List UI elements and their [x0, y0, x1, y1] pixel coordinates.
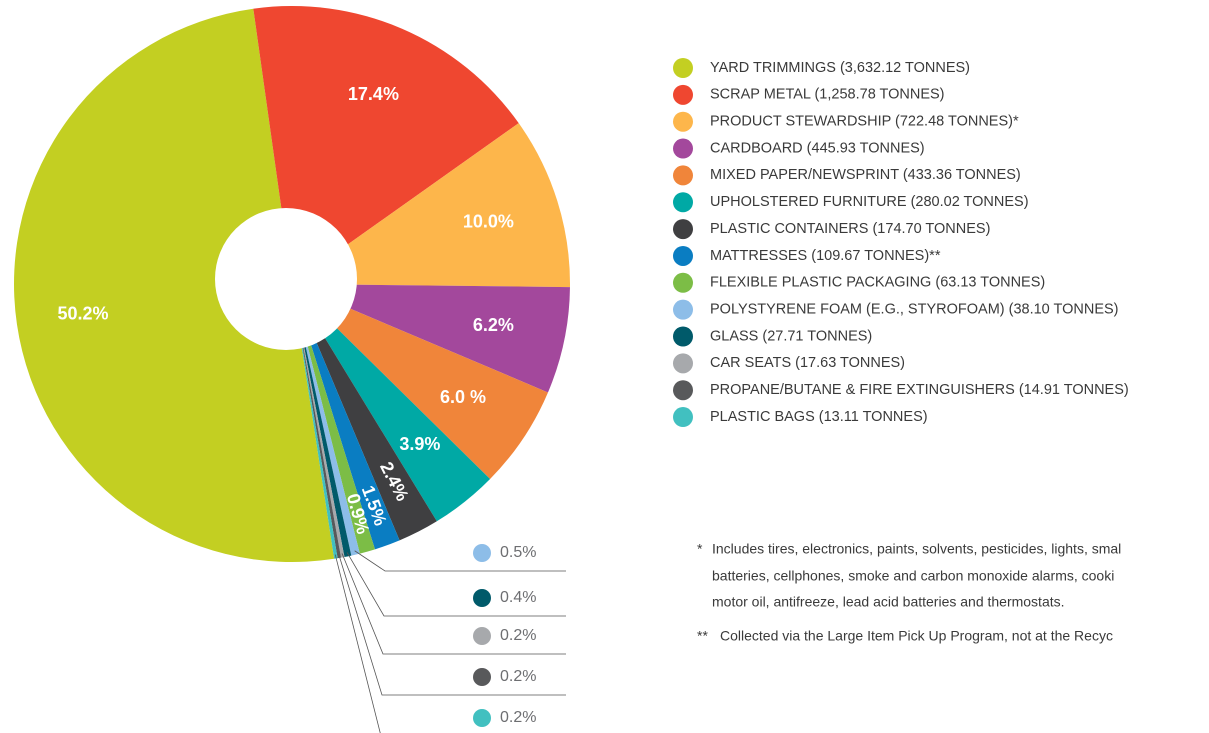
- footnote-text: Collected via the Large Item Pick Up Pro…: [720, 628, 1113, 644]
- legend-swatch: [673, 111, 693, 132]
- donut-hole: [215, 208, 357, 350]
- pie-slice: [292, 284, 491, 522]
- callout-line: [346, 552, 566, 617]
- footnote-marker: *: [697, 541, 703, 557]
- slice-label: 6.0 %: [440, 387, 486, 407]
- legend-label: SCRAP METAL (1,258.78 TONNES): [710, 87, 945, 103]
- callout-label: 0.4%: [500, 589, 536, 606]
- pie-slice: [292, 123, 570, 288]
- legend-label: MATTRESSES (109.67 TONNES)**: [710, 248, 941, 264]
- legend-label: PLASTIC BAGS (13.11 TONNES): [710, 409, 928, 425]
- pie-slice: [292, 284, 548, 480]
- pie-slice: [292, 284, 375, 554]
- footnote-text: motor oil, antifreeze, lead acid batteri…: [712, 594, 1065, 610]
- footnote-marker: **: [697, 628, 708, 644]
- pie-slice: [292, 284, 360, 556]
- legend-label: PROPANE/BUTANE & FIRE EXTINGUISHERS (14.…: [710, 382, 1129, 398]
- pie-slice: [292, 284, 342, 559]
- legend-label: YARD TRIMMINGS (3,632.12 TONNES): [710, 60, 970, 76]
- legend-swatch: [673, 326, 693, 347]
- pie: [14, 5, 570, 562]
- callout-line: [338, 553, 566, 696]
- callout-dot: [473, 544, 491, 562]
- pie-slice: [292, 284, 437, 541]
- callout-dot: [473, 709, 491, 727]
- callout-line: [341, 553, 566, 655]
- legend-swatch: [673, 353, 693, 374]
- pie-slice: [292, 284, 345, 558]
- callout-dot: [473, 668, 491, 686]
- legend-swatch: [673, 138, 693, 159]
- slice-label: 6.2%: [473, 315, 514, 335]
- legend-label: CARDBOARD (445.93 TONNES): [710, 140, 925, 156]
- legend-swatch: [673, 272, 693, 293]
- callout-label: 0.2%: [500, 668, 536, 685]
- legend-label: FLEXIBLE PLASTIC PACKAGING (63.13 TONNES…: [710, 275, 1045, 291]
- footnote-text: batteries, cellphones, smoke and carbon …: [712, 568, 1114, 584]
- callout-line: [354, 550, 566, 572]
- legend-label: CAR SEATS (17.63 TONNES): [710, 355, 905, 371]
- callout-line: [334, 554, 381, 733]
- legend-swatch: [673, 219, 693, 240]
- legend-swatch: [673, 407, 693, 428]
- pie-slice: [292, 284, 570, 393]
- slice-label: 10.0%: [463, 211, 514, 231]
- legend-label: UPHOLSTERED FURNITURE (280.02 TONNES): [710, 194, 1029, 210]
- callout-label: 0.2%: [500, 627, 536, 644]
- legend-label: PRODUCT STEWARDSHIP (722.48 TONNES)*: [710, 114, 1019, 130]
- legend-swatch: [673, 84, 693, 105]
- callout-dot: [473, 589, 491, 607]
- callout-label: 0.5%: [500, 544, 536, 561]
- pie-slice: [292, 284, 338, 559]
- legend-swatch: [673, 192, 693, 213]
- pie-slice: [14, 8, 335, 562]
- legend-label: PLASTIC CONTAINERS (174.70 TONNES): [710, 221, 990, 237]
- callout-label: 0.2%: [500, 709, 536, 726]
- callout-dot: [473, 627, 491, 645]
- pie-slice: [253, 5, 519, 284]
- legend-label: POLYSTYRENE FOAM (E.G., STYROFOAM) (38.1…: [710, 301, 1119, 317]
- legend-swatch: [673, 165, 693, 186]
- slice-label: 50.2%: [57, 303, 108, 323]
- legend-swatch: [673, 380, 693, 401]
- legend-label: MIXED PAPER/NEWSPRINT (433.36 TONNES): [710, 167, 1021, 183]
- footnote-text: Includes tires, electronics, paints, sol…: [712, 541, 1121, 557]
- legend-swatch: [673, 58, 693, 78]
- legend-swatch: [673, 299, 693, 320]
- pie-slice: [292, 284, 352, 558]
- legend-swatch: [673, 245, 693, 266]
- slice-label: 17.4%: [348, 84, 399, 104]
- slice-label: 3.9%: [399, 434, 440, 454]
- legend-label: GLASS (27.71 TONNES): [710, 328, 872, 344]
- pie-slice: [292, 284, 400, 550]
